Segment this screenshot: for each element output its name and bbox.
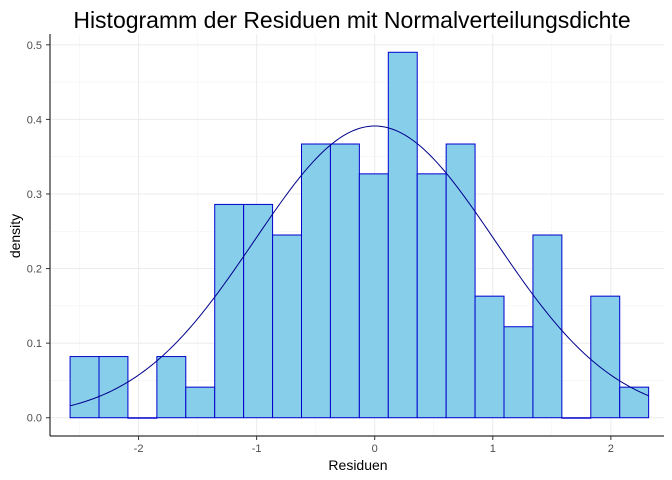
y-tick-label: 0.2 <box>27 264 42 276</box>
x-tick-label: -1 <box>252 443 262 455</box>
histogram-bar <box>301 143 331 419</box>
histogram-bar <box>503 326 534 419</box>
y-axis-label: density <box>7 214 23 258</box>
histogram-bars <box>69 51 650 419</box>
histogram-bar <box>416 173 447 419</box>
histogram-bar <box>445 143 476 419</box>
histogram-bar <box>561 417 592 419</box>
histogram-bar <box>532 234 563 419</box>
histogram-bar <box>272 234 303 419</box>
histogram-bar <box>185 386 216 419</box>
histogram-bar <box>619 386 650 419</box>
y-tick-label: 0.1 <box>27 338 42 350</box>
x-tick-label: 0 <box>372 443 378 455</box>
histogram-bar <box>329 143 360 419</box>
histogram-bar <box>387 51 418 419</box>
histogram-bar <box>214 203 245 419</box>
histogram-bar <box>69 356 100 419</box>
histogram-bar <box>243 203 274 419</box>
y-tick-label: 0.0 <box>27 413 42 425</box>
histogram-bar <box>474 295 505 419</box>
histogram-bar <box>590 295 621 419</box>
histogram-bar <box>156 356 187 419</box>
histogram-bar <box>358 173 389 419</box>
x-axis-label: Residuen <box>328 457 387 473</box>
axes: 0.0 0.1 0.2 0.3 0.4 0.5 -2 -1 0 1 2 <box>27 34 664 455</box>
chart-title: Histogramm der Residuen mit Normalvertei… <box>73 7 630 33</box>
y-tick-label: 0.5 <box>27 40 42 52</box>
histogram-bar <box>127 417 158 419</box>
x-tick-label: -2 <box>134 443 144 455</box>
histogram-bar <box>98 356 129 419</box>
normal-density-curve <box>69 125 649 407</box>
y-tick-label: 0.4 <box>27 114 42 126</box>
x-tick-label: 1 <box>490 443 496 455</box>
y-tick-label: 0.3 <box>27 189 42 201</box>
x-tick-label: 2 <box>608 443 614 455</box>
